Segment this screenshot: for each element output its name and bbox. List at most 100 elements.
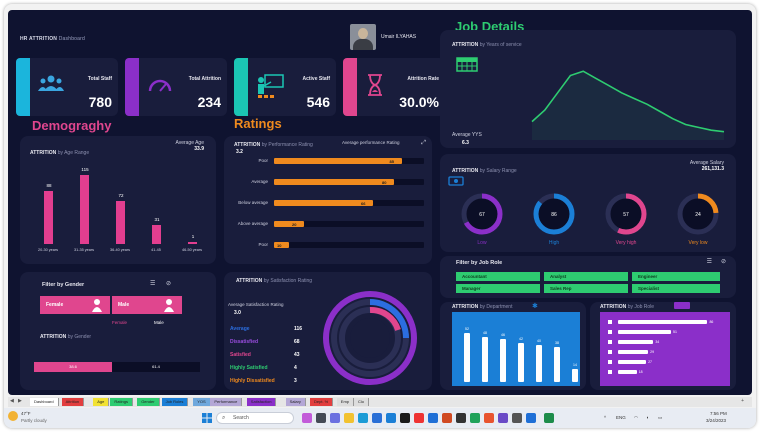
- chrome-icon[interactable]: [484, 413, 494, 423]
- yos-chart-panel: ATTRITION by Years of service Average YY…: [440, 30, 736, 148]
- sheet-tab[interactable]: Gender: [137, 398, 160, 406]
- perf-bar-value: 66: [361, 200, 366, 206]
- multiselect-icon[interactable]: ☰: [150, 281, 156, 287]
- file-explorer-icon[interactable]: [344, 413, 354, 423]
- gender-filter-title: Filter by Gender: [42, 282, 85, 288]
- app-icon-2[interactable]: [400, 413, 410, 423]
- app-icon-6[interactable]: [512, 413, 522, 423]
- job-role-sales-rep[interactable]: Sales Rep: [544, 284, 628, 293]
- kpi-total-staff: Total Staff 780: [16, 58, 118, 116]
- legend-male: Male: [154, 320, 164, 325]
- department-bar: [500, 339, 506, 382]
- search-placeholder: Search: [233, 415, 249, 421]
- app-icon-4[interactable]: [456, 413, 466, 423]
- department-bar-value: 52: [465, 327, 469, 332]
- word-icon[interactable]: [428, 413, 438, 423]
- wifi-icon[interactable]: ◠: [634, 415, 638, 420]
- lang-indicator[interactable]: ENG: [616, 415, 626, 420]
- age-bar-label: 46-50 years: [181, 248, 203, 252]
- taskbar: 47°F Partly cloudy ⌕ Search ^ ENG ◠ ◖ ▭: [4, 408, 756, 428]
- clock-time[interactable]: 7:56 PM: [710, 411, 727, 416]
- male-icon: [164, 299, 174, 312]
- sheet-tab[interactable]: Emp: [336, 398, 355, 406]
- excel-active-icon[interactable]: [544, 413, 554, 423]
- sheet-tab[interactable]: Dashboard: [30, 398, 59, 406]
- mail-icon[interactable]: [386, 413, 396, 423]
- teams-icon[interactable]: [330, 413, 340, 423]
- perf-bar-value: 20: [292, 221, 297, 227]
- donut-value: 57: [623, 212, 629, 218]
- expand-icon[interactable]: ⤢: [421, 140, 426, 146]
- excel-icon[interactable]: [470, 413, 480, 423]
- section-ratings: Ratings: [234, 116, 282, 131]
- sheet-tab[interactable]: Salary: [285, 398, 306, 406]
- sheet-tab[interactable]: Clo: [354, 398, 370, 406]
- job-role-bullet: [608, 320, 612, 324]
- kpi-value: 780: [88, 94, 112, 110]
- sheet-tab[interactable]: Age: [93, 398, 110, 406]
- sheet-tab[interactable]: Job Roles: [161, 398, 189, 406]
- salary-chart-panel: ATTRITION by Salary Range Average Salary…: [440, 154, 736, 252]
- age-bar: [116, 200, 125, 244]
- add-sheet-button[interactable]: +: [741, 398, 744, 404]
- gender-chart-title: ATTRITION by Gender: [40, 334, 92, 340]
- job-role-engineer[interactable]: Engineer: [632, 272, 720, 281]
- battery-icon[interactable]: ▭: [658, 415, 663, 420]
- job-role-manager[interactable]: Manager: [456, 284, 540, 293]
- job-role-analyst[interactable]: Analyst: [544, 272, 628, 281]
- sheet-tab[interactable]: Ratings: [110, 398, 133, 406]
- volume-icon[interactable]: ◖: [646, 415, 649, 420]
- windows-start-icon[interactable]: [202, 413, 212, 423]
- tab-scroll-left[interactable]: ◀: [10, 398, 14, 404]
- avg-yos: Average YYS: [452, 132, 482, 138]
- satisfaction-label: Satisfied: [230, 352, 251, 358]
- age-bar-value: 31: [154, 217, 160, 223]
- salary-chart-title: ATTRITION by Salary Range: [452, 168, 517, 174]
- job-role-bullet: [608, 360, 612, 364]
- powerpoint-icon[interactable]: [442, 413, 452, 423]
- kpi-attrition-rate: Attrition Rate 30.0%: [343, 58, 445, 116]
- clock-date[interactable]: 3/24/2023: [706, 418, 727, 423]
- perf-bar: [274, 200, 373, 206]
- sheet-tab[interactable]: Dept. %: [310, 398, 334, 406]
- kpi-value: 234: [197, 94, 221, 110]
- donut-value: 67: [479, 212, 485, 218]
- taskbar-search[interactable]: ⌕ Search: [216, 412, 294, 424]
- clear-filter-icon[interactable]: ⊘: [166, 281, 172, 287]
- app-window: HR ATTRITION Dashboard Umair ILYAHAS Tot…: [4, 4, 756, 428]
- tray-chevron-icon[interactable]: ^: [604, 415, 607, 420]
- age-bar-chart: 88 20-30 years 115 31-35 years 72 36-40 years…: [20, 136, 216, 264]
- department-bar-value: 42: [519, 336, 523, 341]
- filter-female-button[interactable]: Female: [40, 296, 110, 314]
- sheet-tab[interactable]: Satisfaction: [246, 398, 277, 406]
- department-bar-value: 46: [501, 333, 505, 338]
- app-icon-3[interactable]: [414, 413, 424, 423]
- weather-icon[interactable]: [8, 411, 18, 421]
- app-icon-7[interactable]: [526, 413, 536, 423]
- filter-male-button[interactable]: Male: [112, 296, 182, 314]
- multiselect-icon[interactable]: ☰: [706, 259, 712, 265]
- salary-donut: [605, 193, 647, 235]
- sheet-tab[interactable]: Performance: [210, 398, 243, 406]
- department-chart-title: ATTRITION by Department: [452, 304, 513, 310]
- age-bar-value: 1: [191, 234, 195, 239]
- perf-bar-value: 80: [382, 179, 387, 185]
- sheet-tab[interactable]: YOS: [193, 398, 211, 406]
- department-bar-chart: 52 48 46 42 40 38 14: [440, 302, 586, 390]
- app-icon-1[interactable]: [302, 413, 312, 423]
- task-view-icon[interactable]: [316, 413, 326, 423]
- store-icon[interactable]: [372, 413, 382, 423]
- job-role-accountant[interactable]: Accountant: [456, 272, 540, 281]
- age-chart-panel: ATTRITION by Age Range Average Age 33.9 …: [20, 136, 216, 264]
- sheet-tab[interactable]: Attrition: [61, 398, 85, 406]
- age-bar: [152, 225, 161, 244]
- edge-icon[interactable]: [358, 413, 368, 423]
- job-role-specialist[interactable]: Specialist: [632, 284, 720, 293]
- job-role-bar: [618, 370, 637, 374]
- salary-donut: [677, 193, 719, 235]
- app-icon-5[interactable]: [498, 413, 508, 423]
- tab-scroll-right[interactable]: ▶: [18, 398, 22, 404]
- male-label: Male: [118, 302, 130, 308]
- clear-filter-icon[interactable]: ⊘: [720, 259, 726, 265]
- yos-line-chart: [531, 70, 725, 140]
